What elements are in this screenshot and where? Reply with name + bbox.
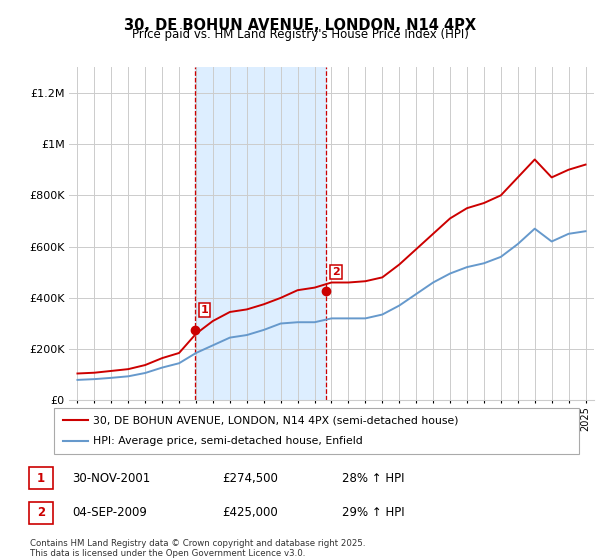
Text: 28% ↑ HPI: 28% ↑ HPI [342, 472, 404, 484]
Text: 30, DE BOHUN AVENUE, LONDON, N14 4PX: 30, DE BOHUN AVENUE, LONDON, N14 4PX [124, 18, 476, 33]
FancyBboxPatch shape [29, 502, 53, 524]
Text: 2: 2 [37, 506, 45, 519]
Text: 30, DE BOHUN AVENUE, LONDON, N14 4PX (semi-detached house): 30, DE BOHUN AVENUE, LONDON, N14 4PX (se… [94, 415, 459, 425]
Text: 29% ↑ HPI: 29% ↑ HPI [342, 506, 404, 519]
Text: 1: 1 [37, 472, 45, 484]
Text: 30-NOV-2001: 30-NOV-2001 [72, 472, 150, 484]
Text: 1: 1 [200, 305, 208, 315]
Text: 2: 2 [332, 267, 340, 277]
Text: HPI: Average price, semi-detached house, Enfield: HPI: Average price, semi-detached house,… [94, 436, 363, 446]
Text: Contains HM Land Registry data © Crown copyright and database right 2025.
This d: Contains HM Land Registry data © Crown c… [30, 539, 365, 558]
FancyBboxPatch shape [29, 467, 53, 489]
Bar [194, 67, 326, 400]
Text: Price paid vs. HM Land Registry's House Price Index (HPI): Price paid vs. HM Land Registry's House … [131, 28, 469, 41]
Text: £274,500: £274,500 [222, 472, 278, 484]
Text: £425,000: £425,000 [222, 506, 278, 519]
FancyBboxPatch shape [54, 408, 579, 454]
Text: 04-SEP-2009: 04-SEP-2009 [72, 506, 147, 519]
